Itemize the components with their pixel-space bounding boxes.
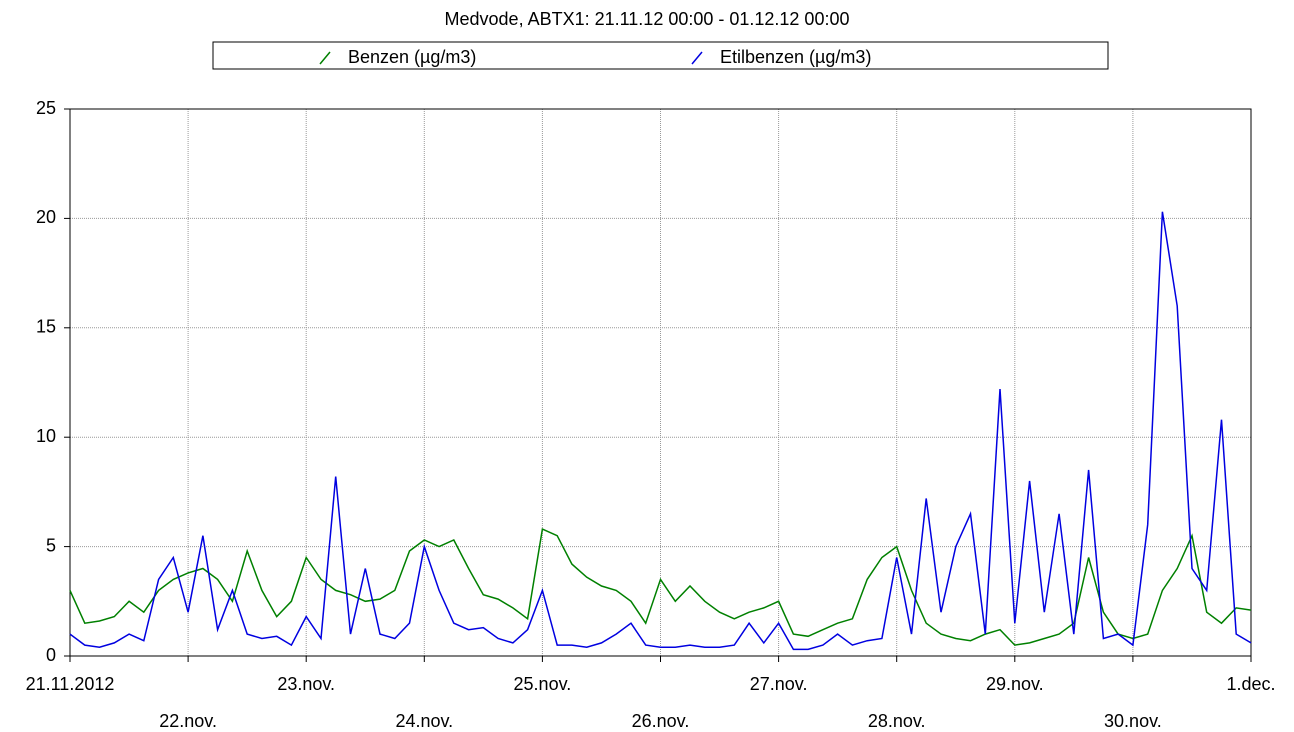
x-tick-label: 30.nov. [1104,711,1162,731]
x-tick-label: 24.nov. [395,711,453,731]
x-tick-label: 1.dec. [1226,674,1275,694]
y-tick-label: 25 [36,98,56,118]
y-tick-label: 10 [36,426,56,446]
x-tick-label: 28.nov. [868,711,926,731]
x-tick-label: 29.nov. [986,674,1044,694]
y-tick-label: 20 [36,207,56,227]
legend-box [212,41,1109,70]
x-tick-label: 22.nov. [159,711,217,731]
chart-title: Medvode, ABTX1: 21.11.12 00:00 - 01.12.1… [445,9,850,29]
legend-swatch [319,51,331,65]
x-tick-label: 26.nov. [632,711,690,731]
legend-label: Benzen (µg/m3) [348,47,476,67]
x-tick-label: 25.nov. [514,674,572,694]
series-line [69,528,1252,646]
y-tick-label: 15 [36,317,56,337]
legend-swatch [691,51,703,65]
x-tick-label: 27.nov. [750,674,808,694]
y-tick-label: 0 [46,645,56,665]
series-line [69,211,1252,651]
legend-label: Etilbenzen (µg/m3) [720,47,871,67]
y-tick-label: 5 [46,535,56,555]
x-tick-label: 23.nov. [277,674,335,694]
plot-frame [69,108,1252,657]
x-tick-label: 21.11.2012 [26,674,115,694]
